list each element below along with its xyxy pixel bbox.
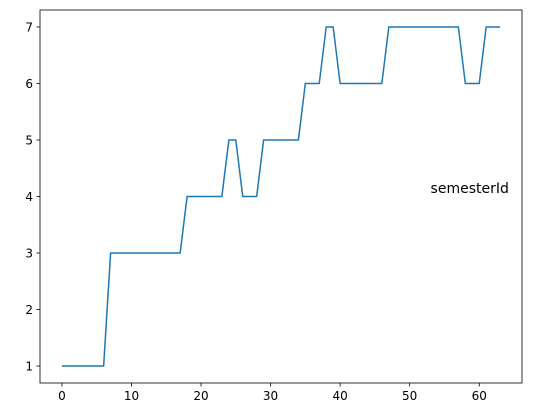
x-tick-label: 30: [263, 389, 278, 403]
y-tick-label: 1: [25, 360, 33, 374]
series-line: [61, 26, 501, 367]
annotation-layer: semesterId: [431, 181, 509, 197]
y-axis: 1 2 3 4 5 6 7: [25, 20, 40, 374]
annotation-label: semesterId: [431, 181, 509, 197]
x-axis: 0 10 20 30 40 50 60: [58, 383, 487, 403]
y-tick-label: 7: [25, 20, 33, 34]
y-tick-label: 3: [25, 247, 33, 261]
x-tick-label: 0: [58, 389, 66, 403]
x-tick-label: 40: [332, 389, 347, 403]
x-tick-label: 20: [193, 389, 208, 403]
x-tick-label: 50: [402, 389, 417, 403]
x-tick-label: 10: [124, 389, 139, 403]
x-tick-label: 60: [472, 389, 487, 403]
y-tick-label: 2: [25, 303, 33, 317]
series-layer: [61, 26, 501, 367]
y-tick-label: 4: [25, 190, 33, 204]
y-tick-label: 5: [25, 133, 33, 147]
y-tick-label: 6: [25, 77, 33, 91]
